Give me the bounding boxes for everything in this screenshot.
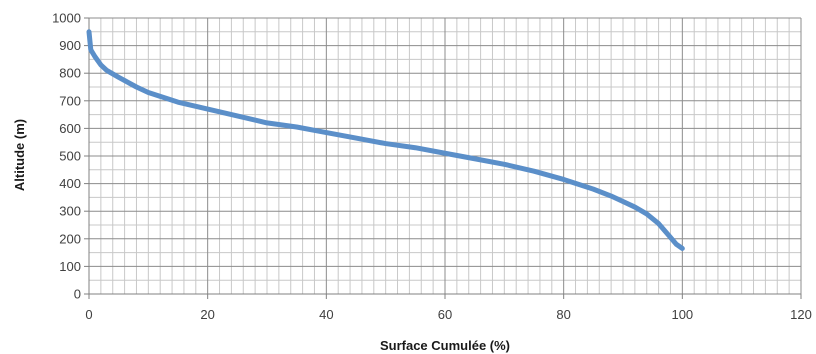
axes — [84, 17, 802, 299]
series-line — [86, 29, 685, 251]
y-axis-title: Altitude (m) — [12, 119, 27, 191]
y-tick-label: 400 — [59, 176, 81, 191]
grid — [89, 17, 802, 294]
y-tick-label: 700 — [59, 93, 81, 108]
series-layer — [86, 29, 685, 251]
y-tick-label: 200 — [59, 231, 81, 246]
x-tick-label: 20 — [200, 307, 214, 322]
tick-labels: 0 20 40 60 80 100 120 0 100 200 300 400 500 600 700 800… — [52, 11, 812, 323]
x-tick-label: 40 — [319, 307, 333, 322]
x-tick-label: 0 — [85, 307, 92, 322]
y-tick-label: 900 — [59, 38, 81, 53]
y-tick-label: 1000 — [52, 11, 81, 26]
y-tick-label: 500 — [59, 149, 81, 164]
x-tick-label: 80 — [556, 307, 570, 322]
x-tick-label: 60 — [438, 307, 452, 322]
y-tick-label: 300 — [59, 204, 81, 219]
x-tick-label: 120 — [790, 307, 812, 322]
x-tick-label: 100 — [671, 307, 693, 322]
y-tick-label: 100 — [59, 259, 81, 274]
y-tick-label: 0 — [74, 287, 81, 302]
y-tick-label: 600 — [59, 121, 81, 136]
y-tick-label: 800 — [59, 66, 81, 81]
x-axis-title: Surface Cumulée (%) — [380, 338, 510, 353]
